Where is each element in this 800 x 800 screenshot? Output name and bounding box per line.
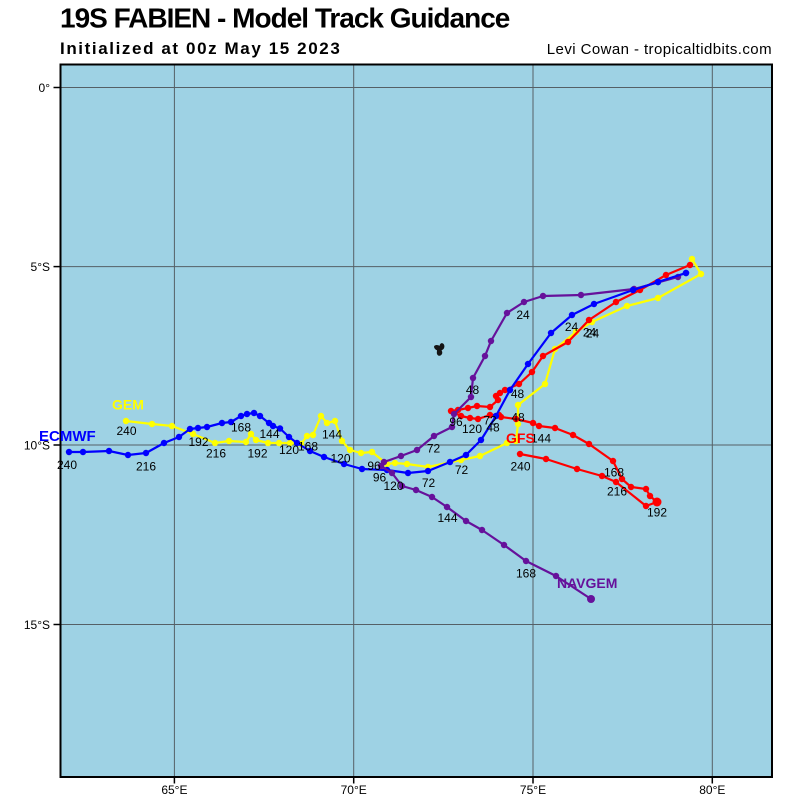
svg-text:24: 24 bbox=[516, 308, 530, 322]
svg-text:192: 192 bbox=[647, 506, 667, 520]
svg-text:48: 48 bbox=[486, 421, 500, 435]
svg-text:192: 192 bbox=[247, 447, 267, 461]
svg-text:Levi Cowan - tropicaltidbits.c: Levi Cowan - tropicaltidbits.com bbox=[547, 41, 772, 58]
svg-text:96: 96 bbox=[373, 471, 387, 485]
svg-text:96: 96 bbox=[449, 415, 463, 429]
svg-text:10°S: 10°S bbox=[24, 439, 50, 453]
svg-text:72: 72 bbox=[483, 414, 497, 428]
svg-text:48: 48 bbox=[511, 411, 525, 425]
svg-text:240: 240 bbox=[116, 424, 136, 438]
svg-text:216: 216 bbox=[136, 460, 156, 474]
svg-text:120: 120 bbox=[462, 422, 482, 436]
svg-text:96: 96 bbox=[367, 459, 381, 473]
svg-text:144: 144 bbox=[259, 427, 279, 441]
svg-text:24: 24 bbox=[565, 320, 579, 334]
svg-text:216: 216 bbox=[607, 485, 627, 499]
svg-text:80°E: 80°E bbox=[699, 783, 725, 797]
svg-text:0°: 0° bbox=[39, 81, 51, 95]
svg-text:240: 240 bbox=[510, 460, 530, 474]
svg-text:48: 48 bbox=[511, 387, 525, 401]
svg-text:15°S: 15°S bbox=[24, 618, 50, 632]
svg-text:120: 120 bbox=[383, 479, 403, 493]
svg-text:120: 120 bbox=[330, 452, 350, 466]
svg-text:240: 240 bbox=[57, 458, 77, 472]
svg-text:75°E: 75°E bbox=[520, 783, 546, 797]
svg-text:24: 24 bbox=[583, 326, 597, 340]
svg-text:5°S: 5°S bbox=[31, 260, 50, 274]
svg-text:72: 72 bbox=[422, 476, 436, 490]
svg-text:168: 168 bbox=[516, 567, 536, 581]
svg-text:48: 48 bbox=[466, 383, 480, 397]
svg-text:168: 168 bbox=[231, 421, 251, 435]
svg-text:216: 216 bbox=[206, 447, 226, 461]
svg-text:144: 144 bbox=[437, 511, 457, 525]
svg-text:168: 168 bbox=[604, 466, 624, 480]
svg-text:24: 24 bbox=[586, 327, 600, 341]
svg-text:192: 192 bbox=[188, 435, 208, 449]
svg-text:NAVGEM: NAVGEM bbox=[557, 575, 617, 591]
svg-text:168: 168 bbox=[298, 440, 318, 454]
svg-text:19S FABIEN - Model Track Guida: 19S FABIEN - Model Track Guidance bbox=[60, 3, 510, 34]
svg-text:GEM: GEM bbox=[112, 397, 144, 413]
svg-text:Initialized at 00z May 15 2023: Initialized at 00z May 15 2023 bbox=[60, 39, 341, 58]
svg-text:144: 144 bbox=[322, 428, 342, 442]
svg-text:120: 120 bbox=[279, 443, 299, 457]
svg-text:65°E: 65°E bbox=[161, 783, 187, 797]
svg-text:72: 72 bbox=[455, 463, 469, 477]
svg-text:70°E: 70°E bbox=[341, 783, 367, 797]
svg-text:72: 72 bbox=[427, 442, 441, 456]
svg-text:GFS: GFS bbox=[506, 430, 535, 446]
svg-text:144: 144 bbox=[531, 432, 551, 446]
svg-text:ECMWF: ECMWF bbox=[39, 428, 96, 445]
